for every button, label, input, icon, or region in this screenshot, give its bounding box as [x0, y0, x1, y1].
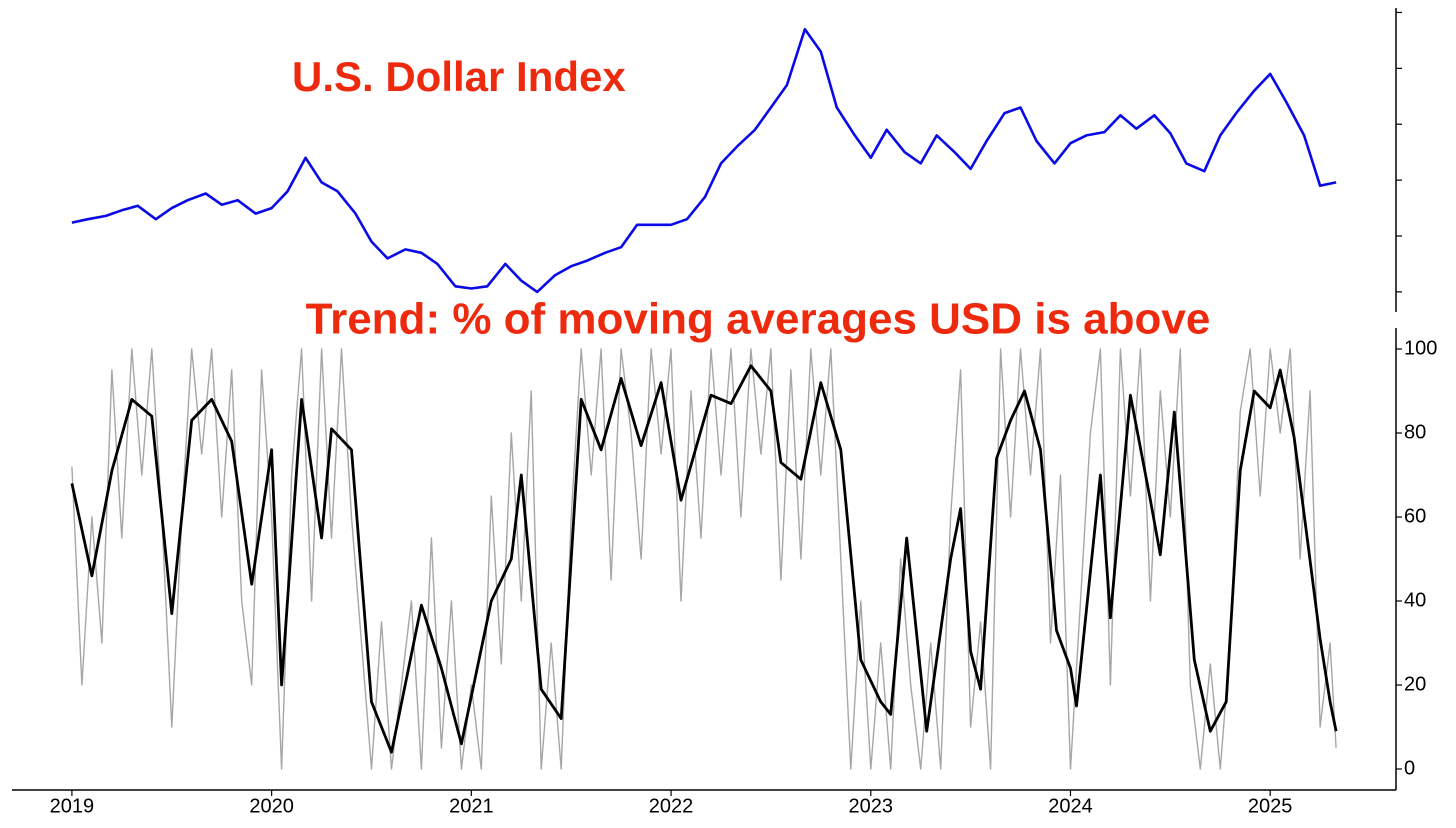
y-tick-label: 60 [1404, 505, 1426, 527]
panel-title: Trend: % of moving averages USD is above [306, 295, 1211, 344]
y-tick-label: 20 [1404, 673, 1426, 695]
x-tick-label: 2021 [449, 795, 494, 817]
y-tick-label: 100 [1404, 337, 1437, 359]
y-tick-label: 80 [1404, 421, 1426, 443]
series-line [71, 348, 1337, 770]
y-tick-label: 0 [1404, 757, 1415, 779]
x-tick-label: 2020 [249, 795, 294, 817]
x-tick-label: 2019 [50, 795, 95, 817]
x-tick-label: 2024 [1048, 795, 1093, 817]
series-line [71, 27, 1337, 294]
y-tick-label: 40 [1404, 589, 1426, 611]
panel-title: U.S. Dollar Index [292, 53, 626, 100]
x-tick-label: 2025 [1248, 795, 1293, 817]
series-line [70, 364, 1338, 754]
x-tick-label: 2022 [649, 795, 694, 817]
x-tick-label: 2023 [849, 795, 894, 817]
